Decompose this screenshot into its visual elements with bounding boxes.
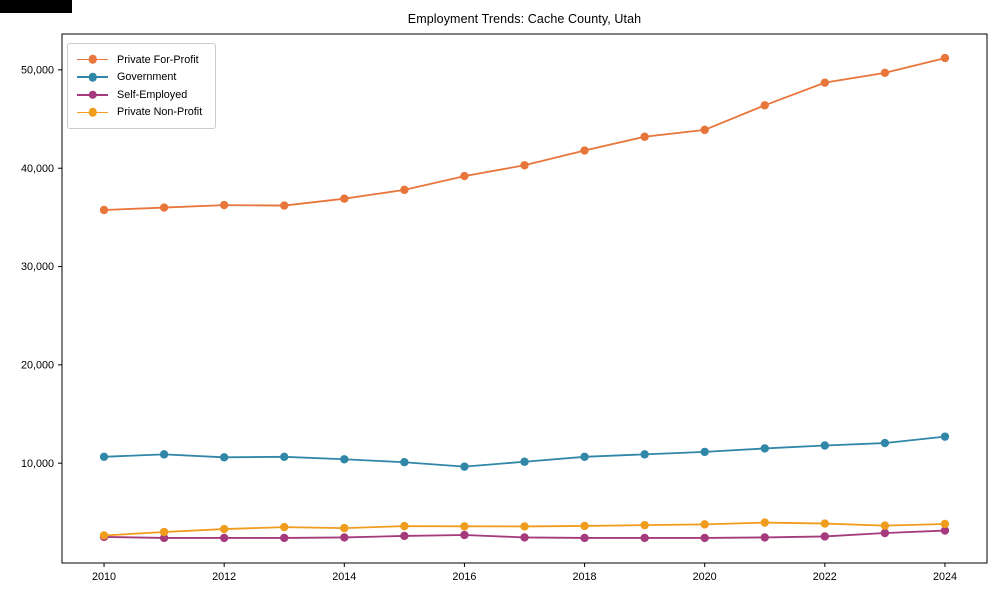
data-point-government-2023 (880, 438, 890, 448)
y-tick-label: 20,000 (21, 360, 54, 372)
data-point-private-for-profit-2018 (580, 146, 589, 155)
data-point-private-for-profit-2020 (700, 125, 709, 135)
data-point-private-non-profit-2018 (580, 521, 589, 531)
data-point-government-2022 (820, 441, 830, 450)
data-point-private-for-profit-2016 (460, 171, 469, 181)
data-point-private-non-profit-2012 (219, 524, 229, 534)
data-point-private-for-profit-2023 (880, 68, 890, 78)
legend-label: Self-Employed (117, 88, 188, 101)
data-point-private-non-profit-2017 (520, 522, 529, 531)
data-point-private-for-profit-2014 (340, 194, 349, 203)
x-tick-label: 2018 (573, 571, 597, 583)
data-point-private-non-profit-2010 (99, 531, 109, 540)
series-private-non-profit (99, 518, 950, 540)
chart-title: Employment Trends: Cache County, Utah (407, 12, 642, 26)
screen-artifact-bar (0, 0, 72, 13)
legend-label: Private Non-Profit (117, 106, 203, 119)
x-tick-label: 2010 (92, 571, 116, 583)
x-tick-label: 2014 (332, 571, 356, 583)
legend-item-private-non-profit: Private Non-Profit (77, 104, 203, 121)
dot-icon (88, 108, 97, 117)
data-point-self-employed-2017 (520, 533, 529, 542)
line-marker-icon (77, 108, 108, 117)
data-point-private-for-profit-2022 (820, 78, 830, 87)
data-point-private-non-profit-2016 (460, 522, 469, 531)
data-point-private-for-profit-2012 (219, 200, 229, 210)
data-point-self-employed-2015 (400, 531, 409, 541)
data-point-self-employed-2024 (940, 526, 950, 535)
data-point-government-2013 (280, 452, 289, 462)
data-point-private-for-profit-2024 (940, 53, 950, 63)
dot-icon (88, 90, 97, 100)
data-point-private-for-profit-2017 (520, 161, 529, 170)
data-point-private-non-profit-2022 (820, 519, 830, 528)
data-point-government-2011 (159, 450, 169, 459)
data-point-private-for-profit-2013 (280, 201, 289, 210)
dot-icon (88, 72, 97, 82)
data-point-government-2014 (340, 455, 349, 464)
data-point-private-non-profit-2024 (940, 519, 950, 529)
data-point-self-employed-2021 (760, 533, 769, 542)
data-point-self-employed-2013 (280, 533, 289, 543)
data-point-government-2010 (99, 452, 109, 462)
y-tick-label: 50,000 (21, 65, 54, 77)
y-tick-label: 30,000 (21, 261, 54, 273)
legend-item-self-employed: Self-Employed (77, 86, 203, 103)
data-point-private-non-profit-2011 (159, 527, 169, 537)
data-point-self-employed-2018 (580, 533, 589, 543)
y-tick-label: 40,000 (21, 163, 54, 175)
line-marker-icon (77, 55, 108, 64)
data-point-private-for-profit-2021 (760, 101, 769, 110)
legend-label: Private For-Profit (117, 53, 199, 66)
data-point-self-employed-2023 (880, 528, 890, 538)
data-point-self-employed-2012 (219, 533, 229, 543)
axes-spines (61, 33, 988, 564)
data-point-private-for-profit-2015 (400, 185, 409, 195)
data-point-government-2017 (520, 457, 529, 466)
data-point-government-2012 (219, 453, 229, 462)
line-marker-icon (77, 90, 108, 100)
x-tick-label: 2020 (693, 571, 717, 583)
x-tick-label: 2022 (813, 571, 837, 583)
series-private-for-profit (99, 53, 950, 215)
data-point-private-for-profit-2010 (99, 205, 109, 215)
legend-item-government: Government (77, 69, 203, 86)
data-point-private-for-profit-2019 (640, 132, 649, 141)
data-point-government-2024 (940, 432, 950, 441)
data-point-government-2019 (640, 450, 649, 459)
data-point-private-non-profit-2021 (760, 518, 769, 527)
data-point-private-non-profit-2020 (700, 520, 709, 529)
data-point-government-2015 (400, 458, 409, 467)
series-line-private-for-profit (104, 57, 946, 211)
y-tick-label: 10,000 (21, 458, 54, 470)
legend-item-private-for-profit: Private For-Profit (77, 51, 203, 68)
x-tick-label: 2016 (452, 571, 476, 583)
data-point-private-non-profit-2015 (400, 521, 409, 531)
data-point-private-non-profit-2019 (640, 520, 649, 530)
data-point-government-2021 (760, 444, 769, 453)
data-point-government-2020 (700, 447, 709, 457)
data-point-self-employed-2020 (700, 533, 709, 543)
data-point-self-employed-2016 (460, 530, 469, 540)
data-point-private-non-profit-2023 (880, 521, 890, 530)
dot-icon (88, 55, 97, 64)
data-point-private-non-profit-2013 (280, 522, 289, 532)
data-point-self-employed-2014 (340, 533, 349, 542)
data-point-government-2018 (580, 452, 589, 462)
data-point-self-employed-2011 (159, 533, 169, 543)
x-tick-label: 2024 (933, 571, 957, 583)
data-point-self-employed-2019 (640, 533, 649, 543)
legend-label: Government (117, 71, 177, 84)
data-point-private-non-profit-2014 (340, 523, 349, 533)
series-government (99, 432, 950, 471)
data-point-private-for-profit-2011 (159, 203, 169, 212)
line-marker-icon (77, 72, 108, 82)
data-point-government-2016 (460, 462, 469, 471)
series-self-employed (99, 526, 950, 543)
data-point-self-employed-2022 (820, 532, 830, 541)
x-tick-label: 2012 (212, 571, 236, 583)
legend: Private For-Profit Government Self-Emplo… (67, 43, 216, 129)
